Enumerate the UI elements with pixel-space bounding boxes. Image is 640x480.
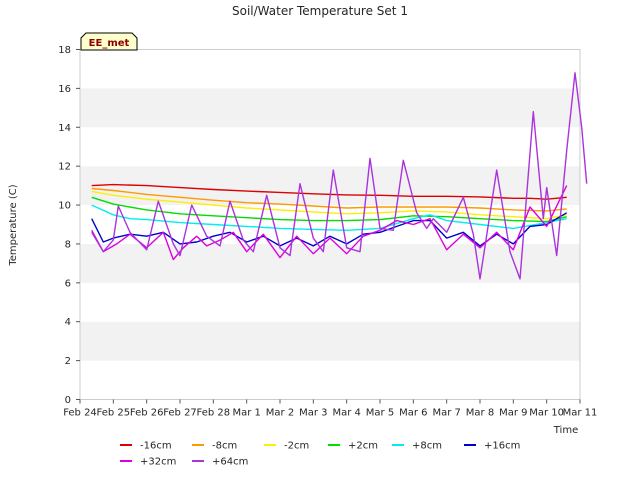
grid-band [80, 243, 580, 283]
x-tick-label: Mar 3 [299, 408, 327, 419]
legend-label: -8cm [212, 441, 237, 452]
plot-area [79, 49, 581, 400]
y-tick-label: 4 [65, 317, 71, 328]
chart-title: Soil/Water Temperature Set 1 [232, 4, 408, 18]
y-tick-label: 10 [58, 201, 71, 212]
series-line-+16cm [91, 212, 568, 247]
y-tick-label: 6 [65, 278, 71, 289]
x-tick-label: Feb 26 [130, 408, 164, 419]
legend-label: +64cm [212, 457, 248, 468]
y-tick-label: 2 [65, 356, 71, 367]
series-line-+64cm [91, 72, 588, 280]
x-tick-label: Feb 25 [97, 408, 131, 419]
x-tick-label: Mar 9 [499, 408, 527, 419]
legend-label: +32cm [140, 457, 176, 468]
series-line-+32cm [91, 185, 568, 261]
x-axis: Feb 24 Feb 25 Feb 26 Feb 27 Feb 28 Mar 1 Mar 2… [63, 399, 598, 419]
x-tick-label: Mar 4 [332, 408, 360, 419]
x-tick-label: Mar 2 [266, 408, 294, 419]
y-tick-label: 18 [58, 45, 71, 56]
grid-band [80, 88, 580, 128]
x-tick-label: Feb 27 [163, 408, 197, 419]
series-line--2cm [91, 190, 567, 220]
legend-label: +16cm [484, 441, 520, 452]
grid-band [80, 127, 580, 167]
grid-band [80, 49, 580, 89]
series-line--16cm [91, 183, 567, 200]
series-line-+8cm [91, 204, 567, 231]
grid-band [80, 360, 580, 400]
x-tick-label: Mar 5 [366, 408, 394, 419]
x-tick-label: Mar 7 [432, 408, 460, 419]
legend-label: +8cm [412, 441, 442, 452]
station-badge-label: EE_met [89, 38, 130, 49]
station-badge: EE_met [80, 32, 138, 51]
legend-label: +2cm [348, 441, 378, 452]
x-tick-label: Mar 10 [529, 408, 564, 419]
y-axis: 0 2 4 6 8 10 12 14 16 18 [58, 45, 80, 406]
series-line--8cm [91, 187, 567, 212]
x-tick-label: Feb 24 [63, 408, 97, 419]
grid-band [80, 282, 580, 322]
y-tick-label: 12 [58, 162, 71, 173]
grid-band [80, 321, 580, 361]
y-tick-label: 14 [58, 123, 71, 134]
x-tick-label: Mar 6 [399, 408, 427, 419]
x-tick-label: Mar 1 [232, 408, 260, 419]
y-tick-label: 0 [65, 395, 71, 406]
legend-label: -2cm [284, 441, 309, 452]
series-lines [91, 72, 588, 280]
y-tick-label: 8 [65, 239, 71, 250]
y-axis-title: Temperature (C) [8, 184, 19, 266]
x-tick-label: Mar 8 [466, 408, 494, 419]
x-axis-title: Time [553, 425, 578, 436]
x-tick-label: Mar 11 [563, 408, 598, 419]
series-line-+2cm [91, 196, 567, 223]
x-tick-label: Feb 28 [197, 408, 231, 419]
legend: -16cm -8cm -2cm +2cm +8cm +16cm +32cm +64cm [120, 441, 520, 468]
legend-label: -16cm [140, 441, 172, 452]
y-tick-label: 16 [58, 84, 71, 95]
